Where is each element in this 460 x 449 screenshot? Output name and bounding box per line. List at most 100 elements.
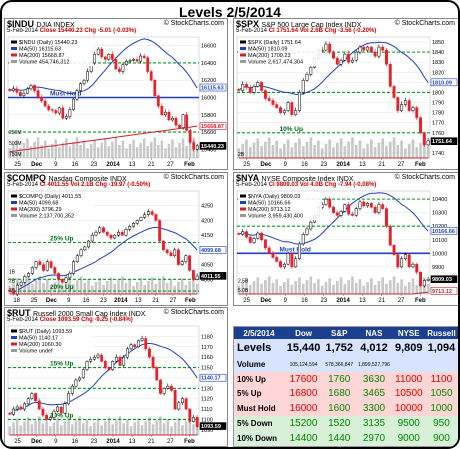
volume-bar: [147, 281, 150, 294]
x-tick-label: 2014: [106, 439, 120, 445]
volume-bar: [298, 277, 301, 294]
volume-bar: [426, 146, 430, 158]
volume-bar: [407, 143, 411, 158]
volume-bar: [74, 420, 78, 435]
legend-bg: [9, 38, 93, 66]
volume-bar: [61, 142, 65, 158]
candle-body: [400, 104, 404, 111]
candle-body: [256, 232, 260, 239]
candle-body: [184, 255, 188, 262]
candle-body: [419, 117, 423, 134]
candle-body: [153, 79, 157, 97]
candle-body: [252, 238, 256, 243]
price-tag-label: 1810.09: [432, 80, 452, 86]
volume-bar: [279, 285, 282, 294]
candle-body: [248, 87, 252, 93]
candle-body: [400, 258, 404, 268]
y-tick-label: 1850: [432, 40, 444, 46]
volume-bar: [105, 281, 109, 294]
volume-bar: [167, 143, 171, 158]
candle-body: [29, 85, 33, 90]
volume-bar: [38, 276, 42, 294]
volume-bar: [271, 282, 275, 294]
volume-bar: [100, 142, 103, 158]
volume-bar: [381, 138, 385, 158]
candle-body: [263, 239, 267, 249]
x-tick-label: 13: [135, 298, 142, 304]
chart-svg-spx: 1850184018301820181018001790178017701760…: [236, 36, 458, 168]
volume-bar: [79, 145, 82, 158]
x-tick-label: 16: [301, 162, 308, 168]
candle-body: [160, 105, 164, 116]
volume-bar: [115, 420, 118, 435]
table-cell: 1050: [424, 386, 458, 402]
candle-body: [347, 204, 351, 215]
candle-body: [377, 46, 381, 57]
table-row: Must Hold 16000 1600 3300 10000 1000: [234, 401, 458, 417]
candle-body: [15, 88, 19, 93]
candle-body: [68, 273, 72, 279]
candle-body: [290, 102, 294, 115]
volume-bar: [317, 279, 320, 294]
volume-bar: [290, 284, 294, 294]
level-label: Must Hold: [279, 246, 310, 253]
candle-body: [135, 220, 139, 224]
x-tick-label: Dec: [31, 162, 43, 168]
volume-bar: [298, 138, 301, 158]
price-tag: 1751.64: [430, 137, 458, 146]
y-tick-label: 10300: [432, 211, 447, 217]
volume-bar: [184, 421, 188, 435]
volume-bar: [407, 282, 411, 294]
ma50-line: [238, 192, 429, 245]
volume-bar: [241, 282, 245, 294]
price-tag-label: 1093.59: [201, 424, 221, 430]
volume-bar: [317, 140, 320, 158]
volume-bar: [137, 418, 140, 435]
table-cell: 3465: [355, 386, 393, 402]
volume-bar: [34, 420, 37, 435]
candle-body: [305, 74, 309, 81]
price-tag-box: [430, 78, 458, 87]
volume-tick-label: 1B: [9, 269, 16, 275]
table-row-label: 10% Up: [234, 371, 284, 387]
volume-bar: [52, 422, 56, 435]
candle-body: [18, 92, 22, 97]
volume-bar: [22, 142, 26, 158]
volume-bar: [114, 137, 118, 158]
candle-body: [362, 201, 366, 207]
table-row: 5% Up 16800 1680 3465 10500 1050: [234, 386, 458, 402]
table-row-label: Levels: [234, 339, 284, 358]
x-tick-label: 25: [14, 162, 21, 168]
volume-bar: [241, 143, 245, 158]
volume-bar: [50, 143, 54, 158]
candle-body: [366, 46, 370, 51]
volume-bar: [121, 140, 125, 158]
volume-bar: [185, 146, 188, 158]
volume-bar: [370, 278, 373, 294]
legend-swatch: [11, 47, 17, 50]
panel-date: 5-Feb-2014 Cl 4011.55 Vol 2.1B Chg -19.9…: [7, 182, 151, 188]
volume-bar: [8, 426, 12, 435]
y-tick-label: 4200: [201, 218, 213, 224]
table-cell: 1680: [323, 386, 356, 402]
volume-bar: [362, 285, 366, 294]
volume-bar: [29, 146, 33, 158]
y-tick-label: 1820: [432, 70, 444, 76]
volume-bar: [309, 137, 313, 158]
candle-body: [33, 85, 36, 91]
legend-swatch: [11, 349, 17, 352]
candle-body: [237, 233, 241, 235]
price-tag-box: [430, 137, 458, 146]
candle-body: [309, 67, 313, 75]
ma50-line: [9, 38, 198, 95]
volume-bar: [377, 142, 381, 158]
legend-label: Volume 454,746,312: [19, 60, 69, 66]
candle-body: [411, 107, 415, 111]
volume-tick-label: 5.0B: [238, 288, 249, 294]
table-row-label: 5% Up: [234, 386, 284, 402]
table-cell: 9000: [392, 431, 425, 446]
legend-swatch: [11, 40, 17, 44]
table-cell: 1440: [323, 431, 356, 446]
table-cell: 10500: [392, 386, 425, 402]
